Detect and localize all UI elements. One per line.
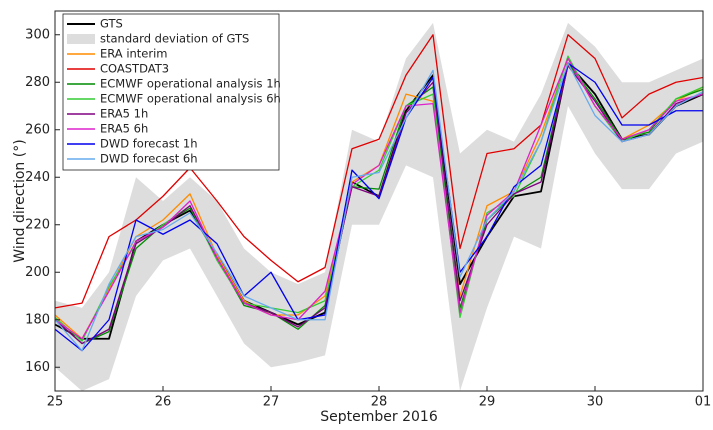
legend-label: ERA5 6h: [100, 122, 148, 136]
legend-label: COASTDAT3: [100, 62, 169, 76]
legend-label: DWD forecast 6h: [100, 152, 198, 166]
x-axis-label: September 2016: [320, 409, 438, 425]
x-tick-label: 29: [479, 395, 496, 410]
series-line: [54, 62, 703, 352]
y-tick-label: 280: [25, 75, 50, 90]
legend-label: standard deviation of GTS: [100, 32, 249, 46]
series-line: [54, 34, 704, 309]
legend-swatch: [67, 34, 95, 44]
legend-box: [62, 13, 280, 171]
x-tick-label: 30: [587, 395, 604, 410]
y-axis-label: Wind direction (°): [12, 139, 28, 262]
series-line: [54, 57, 704, 340]
x-tick-label: 28: [371, 395, 388, 410]
y-tick-label: 240: [25, 170, 50, 185]
legend-label: ERA interim: [100, 47, 168, 61]
x-tick-label: 27: [263, 395, 280, 410]
y-tick-label: 300: [25, 27, 50, 42]
legend-label: ECMWF operational analysis 1h: [100, 77, 281, 91]
y-tick-label: 200: [25, 265, 50, 280]
y-tick-label: 220: [25, 217, 50, 232]
y-tick-label: 180: [25, 312, 50, 327]
std-band: [55, 22, 703, 391]
series-line: [54, 62, 704, 352]
legend-label: GTS: [100, 17, 123, 31]
legend-label: DWD forecast 1h: [100, 137, 198, 151]
x-tick-label: 26: [155, 395, 172, 410]
x-tick-label: 25: [47, 395, 64, 410]
y-tick-label: 260: [25, 122, 50, 137]
x-tick-label: 01: [695, 395, 712, 410]
y-tick-label: 160: [25, 360, 50, 375]
plot-area: [54, 22, 704, 391]
legend-label: ECMWF operational analysis 6h: [100, 92, 281, 106]
legend-label: ERA5 1h: [100, 107, 148, 121]
